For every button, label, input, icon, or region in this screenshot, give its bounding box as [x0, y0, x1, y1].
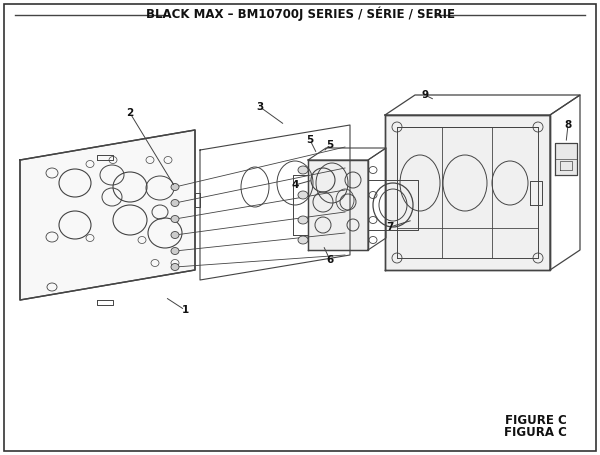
Ellipse shape — [171, 232, 179, 238]
Ellipse shape — [171, 183, 179, 191]
Ellipse shape — [298, 191, 308, 199]
Polygon shape — [308, 160, 368, 250]
Ellipse shape — [298, 216, 308, 224]
Text: 5: 5 — [326, 140, 334, 150]
Polygon shape — [385, 115, 550, 270]
Text: BLACK MAX – BM10700J SERIES / SÉRIE / SERIE: BLACK MAX – BM10700J SERIES / SÉRIE / SE… — [146, 7, 455, 21]
Text: 9: 9 — [421, 90, 428, 100]
Text: 6: 6 — [326, 255, 334, 265]
Ellipse shape — [171, 199, 179, 207]
Ellipse shape — [298, 166, 308, 174]
Ellipse shape — [171, 263, 179, 271]
Ellipse shape — [171, 248, 179, 254]
Text: FIGURA C: FIGURA C — [504, 426, 567, 440]
Ellipse shape — [171, 216, 179, 222]
Text: 7: 7 — [386, 222, 394, 232]
Text: 1: 1 — [181, 305, 188, 315]
Text: 8: 8 — [565, 120, 572, 130]
Text: 3: 3 — [256, 102, 263, 112]
Text: 5: 5 — [307, 135, 314, 145]
Polygon shape — [20, 130, 195, 300]
Text: 4: 4 — [292, 180, 299, 190]
Polygon shape — [555, 143, 577, 175]
Text: FIGURE C: FIGURE C — [505, 414, 567, 426]
Ellipse shape — [298, 236, 308, 244]
Text: 2: 2 — [127, 108, 134, 118]
